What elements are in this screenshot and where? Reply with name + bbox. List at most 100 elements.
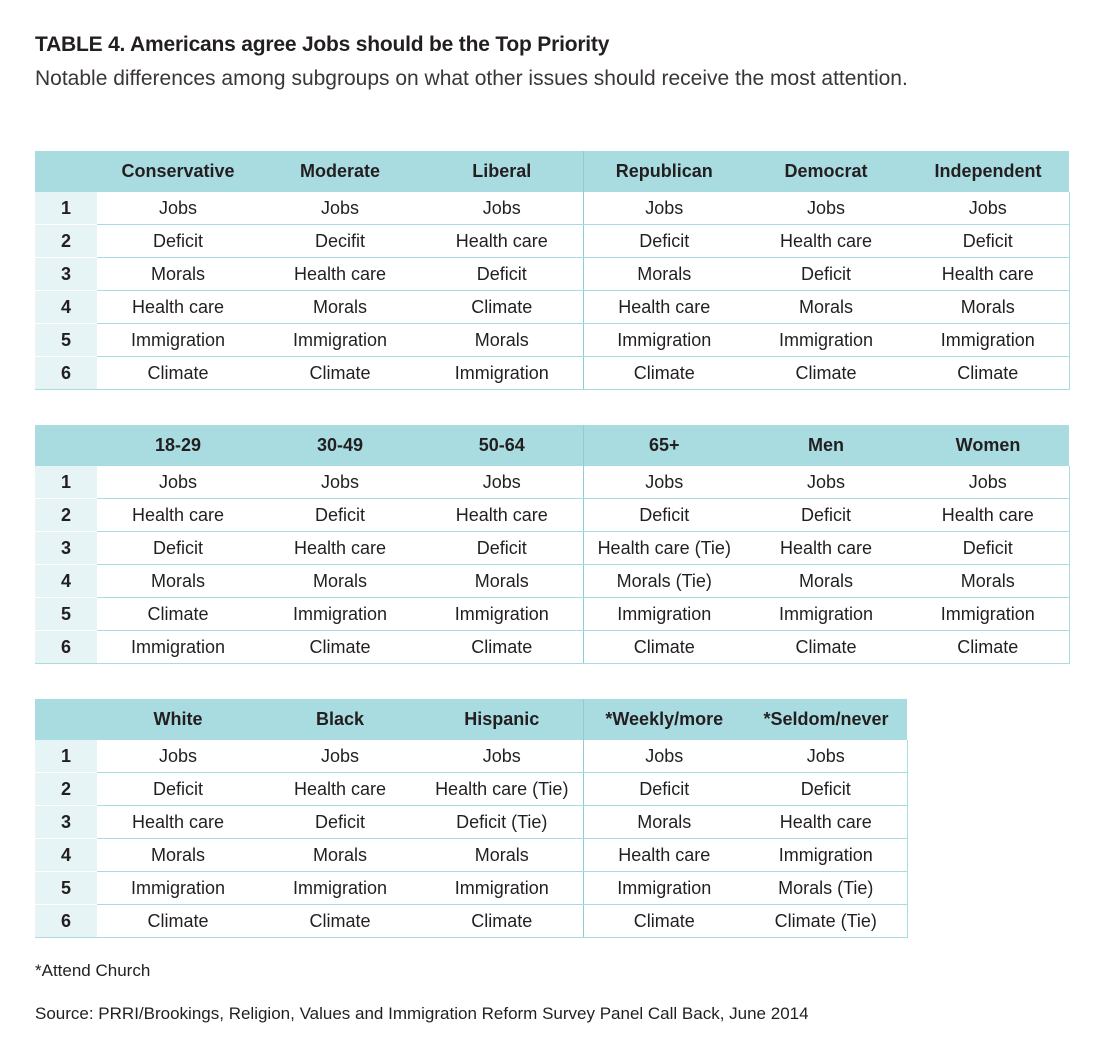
table-cell: Morals: [97, 257, 259, 291]
rank-cell: 1: [35, 192, 97, 225]
table-cell: Climate: [582, 630, 745, 664]
table-cell: Deficit: [421, 257, 583, 291]
table-cell: Morals: [259, 290, 421, 324]
table-cell: Climate: [421, 290, 583, 324]
table-cell: Morals: [97, 838, 259, 872]
table-row: 2 Deficit Decifit Health care Deficit Health …: [35, 224, 1070, 258]
table-cell: Climate: [421, 630, 583, 664]
table-cell: Climate: [582, 356, 745, 390]
table-cell: Deficit: [745, 498, 907, 532]
table-cell: Morals: [907, 290, 1070, 324]
rank-cell: 4: [35, 838, 97, 872]
table-cell: Immigration: [745, 323, 907, 357]
table-cell: Morals: [582, 805, 745, 839]
rank-header: [35, 699, 97, 740]
column-header: 65+: [582, 425, 745, 466]
table-cell: Immigration: [907, 323, 1070, 357]
table-cell: Morals: [745, 564, 907, 598]
table-cell: Jobs: [97, 466, 259, 499]
table-cell: Deficit: [582, 498, 745, 532]
table-cell: Immigration: [421, 597, 583, 631]
table-cell: Deficit: [907, 531, 1070, 565]
rank-cell: 2: [35, 498, 97, 532]
table-cell: Health care: [582, 290, 745, 324]
table-cell: Morals (Tie): [582, 564, 745, 598]
source-note: Source: PRRI/Brookings, Religion, Values…: [35, 1004, 809, 1023]
table-cell: Jobs: [907, 466, 1070, 499]
table-cell: Deficit: [97, 772, 259, 806]
table-cell: Health care: [745, 224, 907, 258]
table-cell: Jobs: [907, 192, 1070, 225]
column-header: Conservative: [97, 151, 259, 192]
column-header: Liberal: [421, 151, 583, 192]
priority-table-race-church: White Black Hispanic *Weekly/more *Seldom/ne…: [35, 699, 908, 938]
rank-cell: 4: [35, 564, 97, 598]
footnote: *Attend Church: [35, 961, 151, 980]
table-cell: Deficit: [745, 257, 907, 291]
rank-cell: 2: [35, 772, 97, 806]
table-cell: Climate (Tie): [745, 904, 908, 938]
table-cell: Health care: [97, 290, 259, 324]
column-header: *Weekly/more: [582, 699, 745, 740]
table-subtitle: Notable differences among subgroups on w…: [35, 67, 908, 90]
rank-cell: 3: [35, 805, 97, 839]
column-header: *Seldom/never: [745, 699, 907, 740]
column-header: White: [97, 699, 259, 740]
table-cell: Immigration: [745, 597, 907, 631]
priority-table-ideology-party: Conservative Moderate Liberal Republican Dem…: [35, 151, 1070, 390]
table-cell: Immigration: [97, 323, 259, 357]
table-cell: Morals (Tie): [745, 871, 908, 905]
table-cell: Deficit: [421, 531, 583, 565]
table-cell: Climate: [907, 356, 1070, 390]
table-title: TABLE 4. Americans agree Jobs should be …: [35, 30, 609, 60]
column-header: Democrat: [745, 151, 907, 192]
column-header: 18-29: [97, 425, 259, 466]
table-row: 6 Climate Climate Climate Climate Climate (Ti…: [35, 904, 908, 938]
table-cell: Immigration: [582, 871, 745, 905]
table-cell: Jobs: [582, 466, 745, 499]
table-row: 2 Deficit Health care Health care (Tie) Defi…: [35, 772, 908, 806]
table-cell: Jobs: [97, 740, 259, 773]
table-row: 6 Immigration Climate Climate Climate Climate…: [35, 630, 1070, 664]
table-cell: Immigration: [97, 630, 259, 664]
table-cell: Health care: [97, 498, 259, 532]
header-row: White Black Hispanic *Weekly/more *Seldom/ne…: [35, 699, 907, 740]
table-row: 4 Health care Morals Climate Health care Mora…: [35, 290, 1070, 324]
table-cell: Climate: [97, 597, 259, 631]
table-cell: Jobs: [421, 740, 583, 773]
table-cell: Deficit: [745, 772, 908, 806]
table-cell: Jobs: [745, 740, 908, 773]
table-cell: Deficit (Tie): [421, 805, 583, 839]
table-row: 1 Jobs Jobs Jobs Jobs Jobs Jobs: [35, 192, 1070, 225]
table-cell: Health care: [259, 531, 421, 565]
table-cell: Deficit: [259, 498, 421, 532]
table-cell: Morals: [259, 564, 421, 598]
table-cell: Climate: [259, 904, 421, 938]
rank-cell: 5: [35, 597, 97, 631]
table-cell: Morals: [421, 323, 583, 357]
table-row: 5 Climate Immigration Immigration Immigratio…: [35, 597, 1070, 631]
rank-cell: 5: [35, 871, 97, 905]
column-header: Hispanic: [421, 699, 583, 740]
table-row: 3 Morals Health care Deficit Morals Deficit He…: [35, 257, 1070, 291]
table-cell: Jobs: [421, 192, 583, 225]
table-row: 6 Climate Climate Immigration Climate Climate…: [35, 356, 1070, 390]
table-cell: Jobs: [259, 740, 421, 773]
priority-table-age-gender: 18-29 30-49 50-64 65+ Men Women 1 Jobs Jobs Jobs J…: [35, 425, 1070, 664]
table-cell: Health care: [907, 257, 1070, 291]
table-row: 1 Jobs Jobs Jobs Jobs Jobs: [35, 740, 908, 773]
table-cell: Deficit: [97, 224, 259, 258]
table-cell: Immigration: [259, 871, 421, 905]
table-cell: Jobs: [582, 740, 745, 773]
table-cell: Climate: [421, 904, 583, 938]
table-cell: Jobs: [259, 192, 421, 225]
table-cell: Jobs: [745, 466, 907, 499]
table-cell: Immigration: [582, 597, 745, 631]
table-row: 2 Health care Deficit Health care Deficit Def…: [35, 498, 1070, 532]
column-header: Women: [907, 425, 1069, 466]
table-cell: Health care: [421, 498, 583, 532]
rank-header: [35, 425, 97, 466]
table-cell: Health care (Tie): [582, 531, 745, 565]
table-cell: Climate: [97, 356, 259, 390]
table-cell: Immigration: [259, 597, 421, 631]
